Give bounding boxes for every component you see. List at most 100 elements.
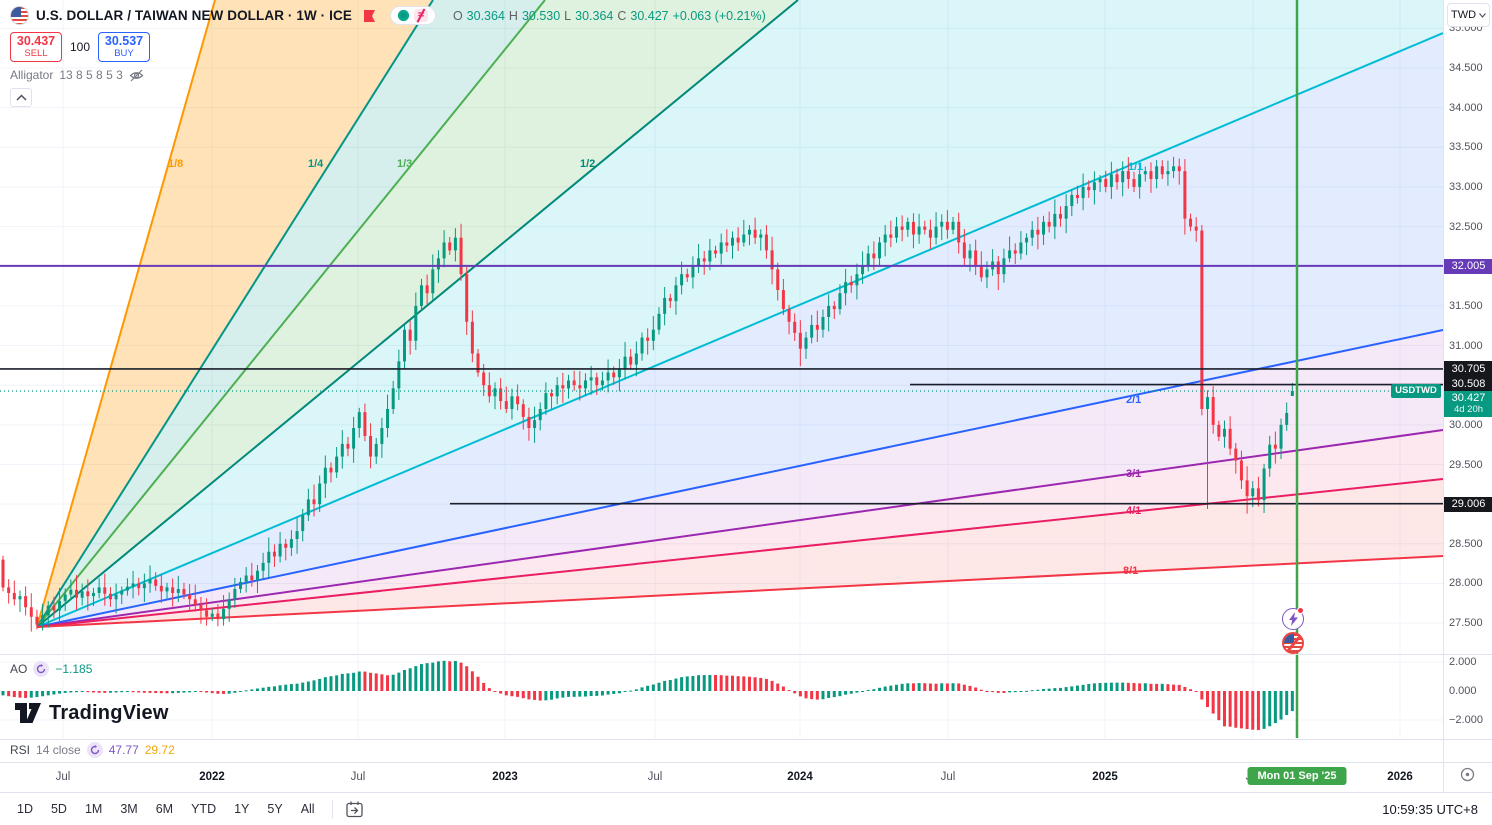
ao-bar xyxy=(838,691,842,697)
ao-bar xyxy=(182,691,186,693)
range-button-1d[interactable]: 1D xyxy=(17,802,33,816)
economic-event-icon[interactable] xyxy=(1282,607,1304,630)
ao-bar xyxy=(1087,683,1091,691)
candle-body xyxy=(1279,424,1283,449)
candle-body xyxy=(1,559,5,588)
candle-body xyxy=(1121,171,1125,183)
ao-bar xyxy=(1109,682,1113,691)
tradingview-logo[interactable]: TradingView xyxy=(14,702,169,725)
candle-body xyxy=(431,269,435,294)
data-status-pill[interactable]: ≈ xyxy=(389,6,436,25)
open-label: O xyxy=(452,8,463,23)
gann-fan-label: 1/8 xyxy=(168,158,183,170)
candle-body xyxy=(617,369,621,378)
ao-bar xyxy=(137,691,141,693)
ao-bar xyxy=(487,688,491,691)
candle-body xyxy=(323,467,327,484)
candle-body xyxy=(962,242,966,259)
ao-bar xyxy=(459,662,463,691)
flag-marker-icon[interactable] xyxy=(363,9,377,23)
buy-button[interactable]: 30.537 BUY xyxy=(98,32,150,62)
price-tick: 31.000 xyxy=(1449,339,1483,352)
price-tick: 34.000 xyxy=(1449,101,1483,114)
candle-body xyxy=(306,499,310,516)
candle-body xyxy=(1013,250,1017,254)
candle-body xyxy=(24,596,28,608)
ao-bar xyxy=(125,691,129,693)
candle-body xyxy=(436,258,440,270)
pane-separator[interactable] xyxy=(0,739,1492,740)
ao-bar xyxy=(380,674,384,691)
candle-body xyxy=(561,385,565,389)
candle-body xyxy=(193,599,197,605)
candle-body xyxy=(1025,237,1029,243)
ao-bar xyxy=(883,686,887,691)
candle-body xyxy=(1081,186,1085,199)
time-axis[interactable]: Mon 01 Sep '25 Jul 2022 Jul 2023 Jul 2024 Jul 2… xyxy=(0,763,1443,792)
pane-separator[interactable] xyxy=(0,654,1492,655)
candle-body xyxy=(1087,186,1091,191)
quantity-field[interactable]: 100 xyxy=(69,40,91,54)
ao-bar xyxy=(63,691,67,693)
eye-off-icon[interactable] xyxy=(129,69,144,82)
candle-body xyxy=(646,337,650,341)
range-button-1y[interactable]: 1Y xyxy=(234,802,250,816)
price-axis[interactable]: TWD 35.000 34.500 34.000 33.500 33.000 32.500… xyxy=(1443,0,1492,792)
candle-body xyxy=(668,297,672,302)
candle-body xyxy=(957,221,961,243)
range-button-1m[interactable]: 1M xyxy=(84,802,103,816)
candle-body xyxy=(764,234,768,251)
rsi-value-2: 29.72 xyxy=(144,743,175,757)
range-button-3m[interactable]: 3M xyxy=(120,802,138,816)
ao-value: −1.185 xyxy=(55,662,93,676)
candle-body xyxy=(1172,166,1176,172)
time-tick: 2022 xyxy=(199,771,225,783)
us-economic-event-icon[interactable] xyxy=(1282,632,1304,654)
candle-body xyxy=(979,266,983,278)
ao-bar xyxy=(419,664,423,691)
candle-body xyxy=(148,579,152,584)
clock[interactable]: 10:59:35 UTC+8 xyxy=(1382,801,1478,817)
candle-body xyxy=(442,242,446,259)
ao-bar xyxy=(29,691,33,698)
range-button-6m[interactable]: 6M xyxy=(155,802,174,816)
ao-bar xyxy=(1,691,5,696)
candle-body xyxy=(318,483,322,505)
ao-bar xyxy=(533,691,537,700)
ao-bar xyxy=(623,691,627,692)
candle-body xyxy=(1285,412,1289,425)
chart-canvas[interactable]: 1/8 1/4 1/3 1/2 1/1 2/1 3/1 4/1 8/1 xyxy=(0,0,1443,740)
candle-body xyxy=(589,377,593,381)
ao-bar xyxy=(589,691,593,697)
price-badge: 30.508 xyxy=(1444,376,1492,391)
gann-fan-fill xyxy=(37,0,1443,627)
collapse-legend-button[interactable] xyxy=(10,88,32,107)
range-button-ytd[interactable]: YTD xyxy=(191,802,217,816)
goto-date-button[interactable] xyxy=(341,798,368,821)
ao-bar xyxy=(957,683,961,691)
candle-body xyxy=(448,242,452,251)
range-button-5y[interactable]: 5Y xyxy=(267,802,283,816)
candle-body xyxy=(793,321,797,333)
candle-body xyxy=(1019,242,1023,254)
sell-button[interactable]: 30.437 SELL xyxy=(10,32,62,62)
symbol-title[interactable]: U.S. DOLLAR / TAIWAN NEW DOLLAR · 1W · I… xyxy=(36,8,352,23)
candle-body xyxy=(629,356,633,365)
candle-body xyxy=(58,600,62,611)
range-button-5d[interactable]: 5D xyxy=(50,802,67,816)
candle-body xyxy=(866,253,870,267)
candle-body xyxy=(103,587,107,594)
ao-bar xyxy=(928,683,932,691)
candle-body xyxy=(255,570,259,581)
range-button-all[interactable]: All xyxy=(300,802,315,816)
currency-toggle-button[interactable]: TWD xyxy=(1447,3,1490,27)
candle-body xyxy=(493,388,497,397)
candle-body xyxy=(1222,428,1226,437)
candle-body xyxy=(301,515,305,532)
axis-settings-icon[interactable] xyxy=(1459,766,1476,788)
ao-bar xyxy=(730,675,734,691)
candle-body xyxy=(894,226,898,238)
ao-bar xyxy=(363,671,367,691)
delayed-data-icon: ≈ xyxy=(413,9,428,22)
gann-fan-label: 1/4 xyxy=(308,158,324,170)
